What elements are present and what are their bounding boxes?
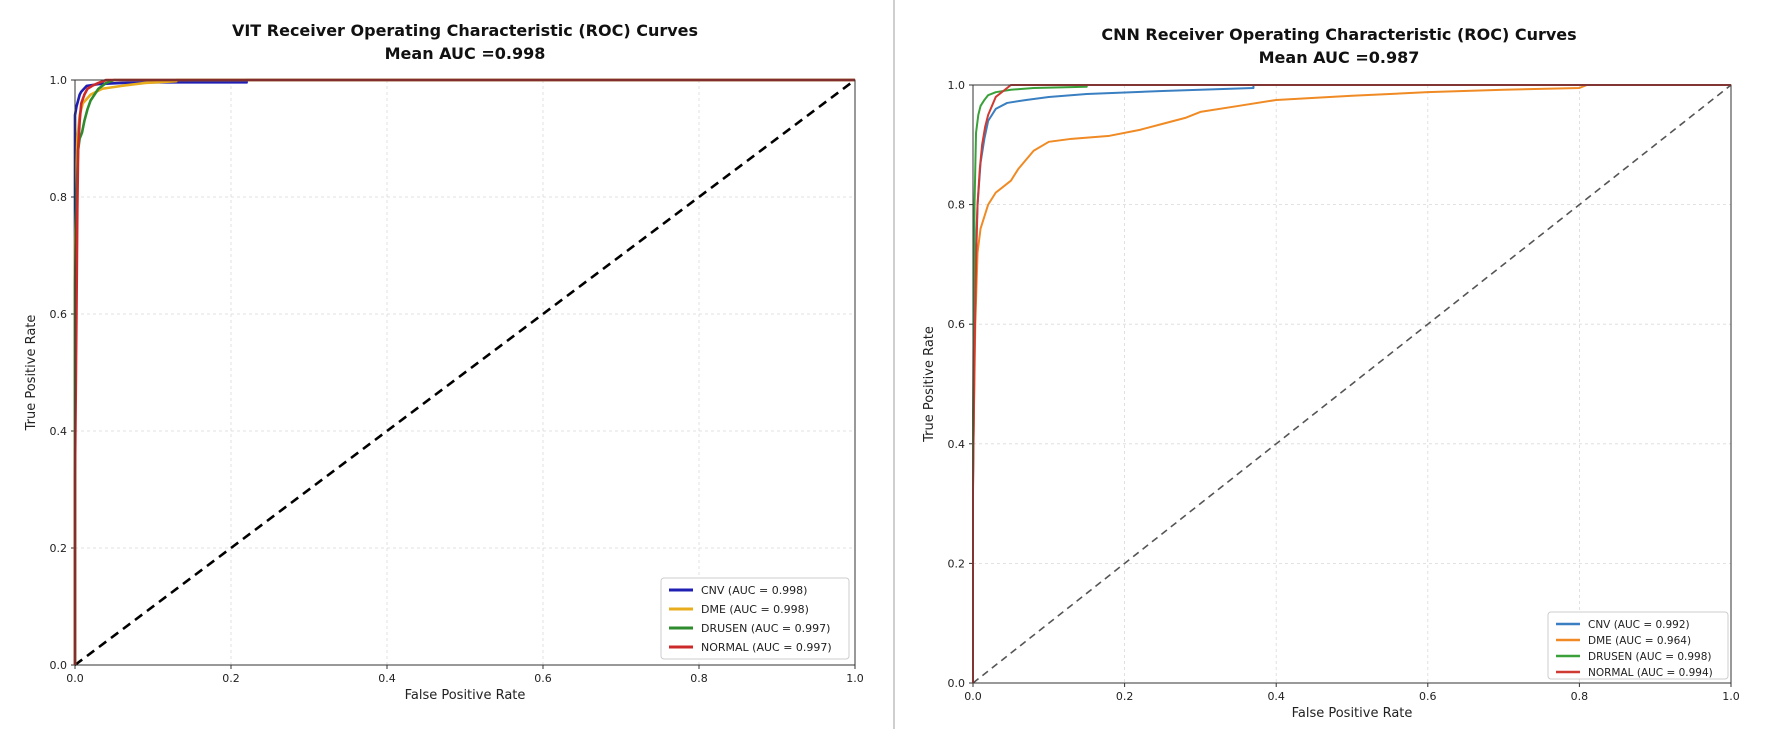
roc-curve-drusen: [972, 84, 1731, 683]
x-tick-label: 0.2: [1116, 690, 1134, 703]
chance-diagonal-line: [74, 78, 856, 667]
chart-subtitle: Mean AUC =0.987: [1259, 48, 1420, 67]
x-tick-label: 0.8: [690, 672, 708, 685]
legend-label: NORMAL (AUC = 0.997): [701, 641, 832, 654]
chart-title: CNN Receiver Operating Characteristic (R…: [1101, 25, 1576, 44]
x-tick-label: 0.0: [964, 690, 982, 703]
x-axis-label: False Positive Rate: [1292, 706, 1413, 721]
y-axis-label: True Positive Rate: [24, 315, 39, 432]
y-tick-label: 0.4: [50, 425, 68, 438]
y-tick-label: 0.0: [948, 677, 966, 690]
x-axis-label: False Positive Rate: [405, 688, 526, 703]
legend-label: DME (AUC = 0.964): [1588, 635, 1691, 647]
plot-frame: [972, 84, 1732, 684]
legend: CNV (AUC = 0.998) DME (AUC = 0.998) DRUSEN…: [660, 577, 850, 660]
y-tick-label: 1.0: [948, 79, 966, 92]
y-tick-label: 0.4: [948, 438, 966, 451]
x-tick-label: 0.8: [1571, 690, 1589, 703]
legend-box: [1547, 611, 1729, 680]
y-axis-label: True Positive Rate: [922, 326, 937, 443]
x-tick-label: 0.4: [378, 672, 396, 685]
roc-curve-dme: [972, 84, 1731, 683]
y-tick-label: 0.0: [50, 659, 68, 672]
x-tick-label: 0.6: [534, 672, 552, 685]
legend: CNV (AUC = 0.992) DME (AUC = 0.964) DRUSEN…: [1547, 611, 1729, 680]
chart-subtitle: Mean AUC =0.998: [385, 44, 546, 63]
chance-diagonal-line: [972, 84, 1732, 684]
y-tick-label: 0.8: [948, 199, 966, 212]
vit-roc-panel: VIT Receiver Operating Characteristic (R…: [24, 21, 864, 703]
x-tick-label: 0.2: [222, 672, 240, 685]
y-tick-label: 0.8: [50, 191, 68, 204]
x-tick-label: 1.0: [1722, 690, 1740, 703]
y-tick-label: 0.6: [50, 308, 68, 321]
legend-label: CNV (AUC = 0.992): [1588, 619, 1690, 631]
legend-label: CNV (AUC = 0.998): [701, 584, 807, 597]
legend-label: DRUSEN (AUC = 0.997): [701, 622, 830, 635]
x-tick-label: 0.4: [1267, 690, 1285, 703]
legend-label: DME (AUC = 0.998): [701, 603, 809, 616]
roc-curve-normal: [73, 78, 855, 665]
y-tick-label: 0.2: [50, 542, 68, 555]
chart-title: VIT Receiver Operating Characteristic (R…: [232, 21, 698, 40]
legend-label: NORMAL (AUC = 0.994): [1588, 667, 1713, 679]
x-tick-label: 0.0: [66, 672, 84, 685]
legend-label: DRUSEN (AUC = 0.998): [1588, 651, 1711, 663]
plot-frame: [74, 79, 856, 666]
y-tick-label: 1.0: [50, 74, 68, 87]
y-tick-label: 0.2: [948, 557, 966, 570]
roc-curve-cnv: [73, 78, 855, 665]
y-tick-label: 0.6: [948, 318, 966, 331]
cnn-roc-panel: CNN Receiver Operating Characteristic (R…: [922, 25, 1740, 721]
roc-curve-normal: [972, 84, 1731, 683]
x-tick-label: 1.0: [846, 672, 864, 685]
x-tick-label: 0.6: [1419, 690, 1437, 703]
legend-box: [660, 577, 850, 660]
